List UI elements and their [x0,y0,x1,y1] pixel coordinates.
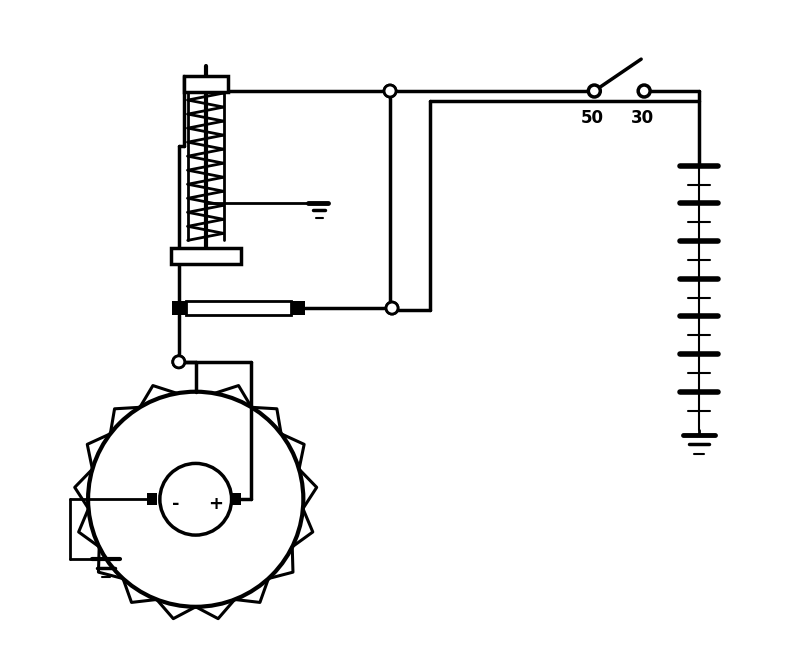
Text: 50: 50 [581,109,604,127]
Circle shape [173,356,185,368]
Circle shape [384,85,396,97]
Text: 30: 30 [630,109,654,127]
Bar [172,301,186,315]
Bar [230,493,241,505]
Bar [184,76,228,92]
Text: +: + [208,495,223,513]
Circle shape [386,302,398,314]
Circle shape [588,85,600,97]
Circle shape [386,302,398,314]
Bar [291,301,306,315]
Circle shape [173,356,185,368]
Bar [147,493,157,505]
Bar [186,301,291,315]
Bar [170,248,241,264]
Text: -: - [172,495,179,513]
Circle shape [638,85,650,97]
Circle shape [384,85,396,97]
